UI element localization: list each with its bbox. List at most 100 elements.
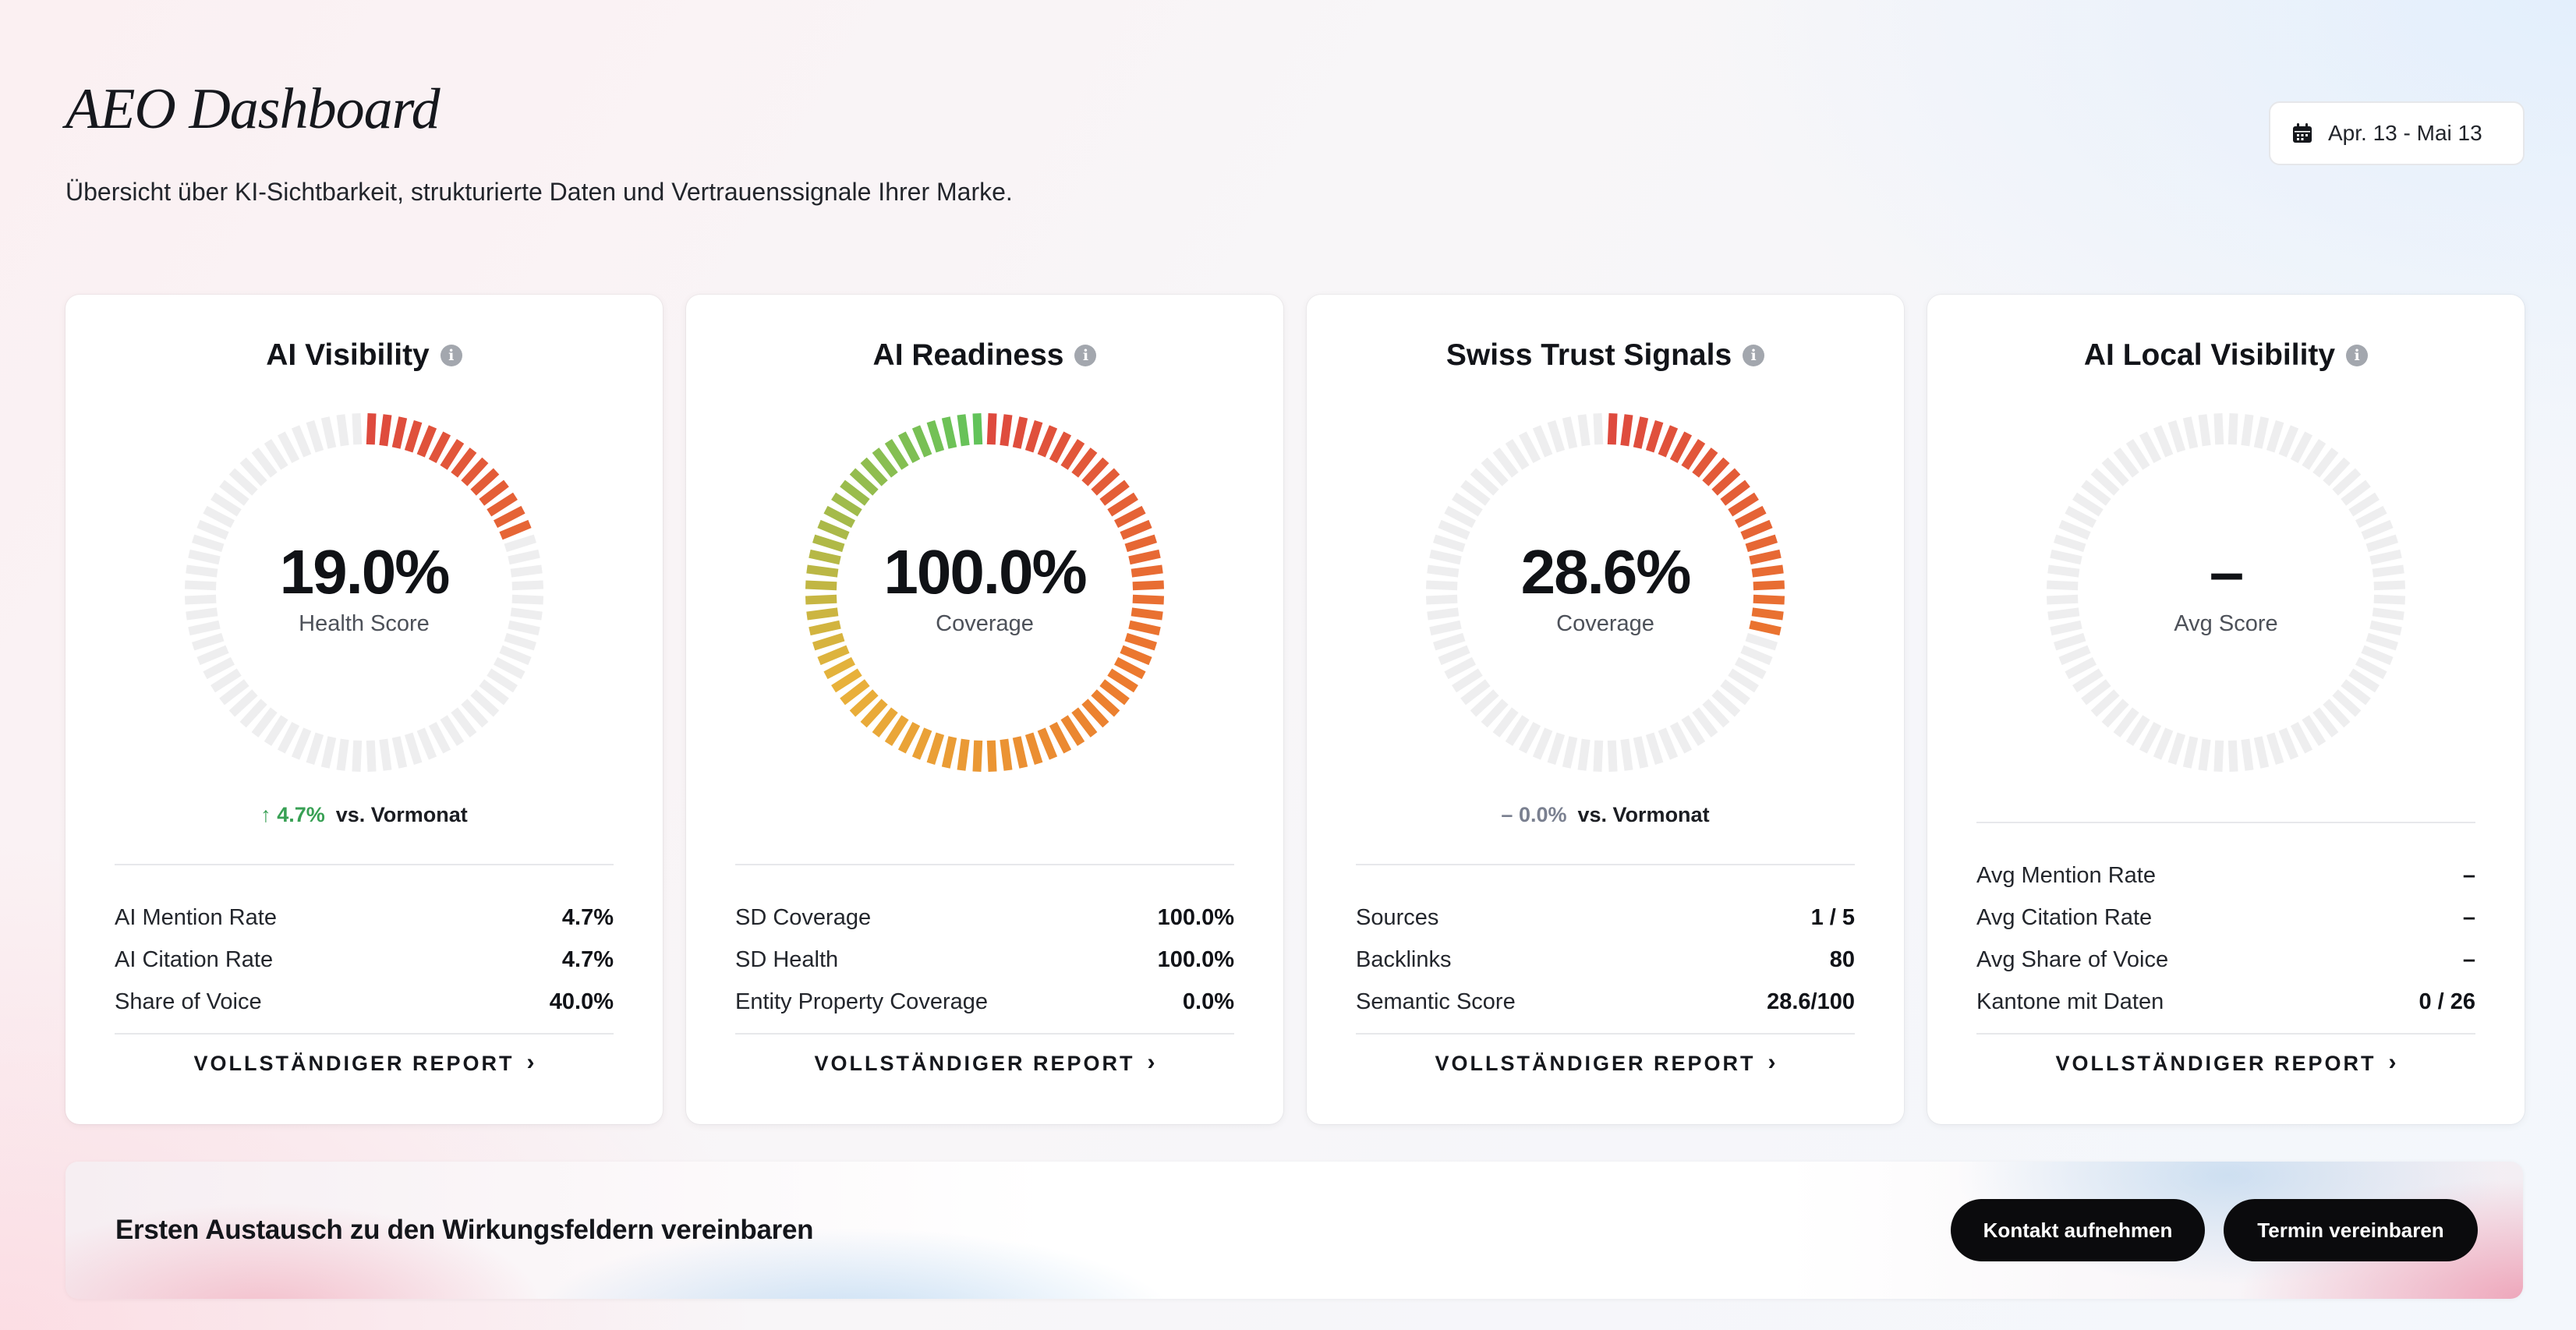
gauge-segment-filled xyxy=(1091,468,1120,496)
gauge-segment-empty xyxy=(1427,607,1460,621)
gauge-segment-empty xyxy=(277,431,300,464)
card-title: Swiss Trust Signals xyxy=(1445,338,1732,372)
metric-value: 0.0% xyxy=(1182,989,1234,1014)
metric-label: Share of Voice xyxy=(115,989,262,1014)
full-report-link[interactable]: VOLLSTÄNDIGER REPORT › xyxy=(65,1049,663,1076)
gauge-segment-filled xyxy=(1720,479,1750,506)
chevron-right-icon: › xyxy=(1147,1049,1155,1075)
gauge-segment-empty xyxy=(2139,431,2162,464)
gauge-segment-empty xyxy=(1681,715,1706,746)
gauge-segment-filled xyxy=(1037,425,1058,458)
gauge-segment-filled xyxy=(379,414,392,447)
metric-label: Avg Citation Rate xyxy=(1976,904,2153,930)
full-report-link[interactable]: VOLLSTÄNDIGER REPORT › xyxy=(1927,1049,2525,1076)
gauge-segment-empty xyxy=(251,447,278,478)
gauge-segment-empty xyxy=(1460,479,1491,506)
gauge-segment-filled xyxy=(1681,439,1706,470)
gauge-segment-empty xyxy=(2046,580,2079,591)
card-title: AI Local Visibility xyxy=(2083,338,2336,372)
gauge-segment-empty xyxy=(2213,412,2224,445)
gauge-segment-filled xyxy=(809,620,841,636)
gauge-segment-empty xyxy=(2053,632,2086,651)
gauge-segment-empty xyxy=(2253,416,2270,449)
gauge-segment-filled xyxy=(972,412,983,445)
gauge-segment-empty xyxy=(1577,738,1591,771)
gauge-segment-empty xyxy=(2332,689,2362,717)
metric-row: Avg Mention Rate – xyxy=(1976,854,2475,897)
gauge-ring xyxy=(2046,412,2406,773)
gauge-segment-filled xyxy=(1049,431,1072,464)
gauge-segment-filled xyxy=(1633,416,1649,449)
gauge-segment-empty xyxy=(1547,732,1566,766)
gauge-segment-filled xyxy=(1749,620,1782,636)
gauge-segment-empty xyxy=(1452,492,1483,517)
gauge-segment-filled xyxy=(823,505,856,529)
gauge-segment-empty xyxy=(264,439,288,470)
gauge-segment-empty xyxy=(2101,457,2129,486)
gauge-segment-empty xyxy=(320,736,337,769)
gauge-segment-filled xyxy=(1060,715,1085,746)
gauge-segment-empty xyxy=(2302,439,2327,470)
gauge-segment-empty xyxy=(2050,549,2082,565)
metric-row: Avg Citation Rate – xyxy=(1976,897,2475,939)
gauge-segment-filled xyxy=(817,519,850,540)
gauge-label: Avg Score xyxy=(2174,610,2278,636)
gauge-segment-empty xyxy=(2365,632,2399,651)
metric-row: Backlinks 80 xyxy=(1356,939,1855,981)
gauge-segment-empty xyxy=(196,645,229,666)
gauge-segment-empty xyxy=(2348,492,2380,517)
metric-value: 40.0% xyxy=(549,989,614,1014)
metric-value: – xyxy=(2462,904,2475,930)
gauge-segment-empty xyxy=(2227,740,2238,773)
gauge-segment-filled xyxy=(1000,414,1013,447)
gauge-segment-empty xyxy=(2312,447,2339,478)
date-range-picker[interactable]: Apr. 13 - Mai 13 xyxy=(2269,101,2525,165)
gauge-segment-empty xyxy=(1425,594,1458,605)
contact-button[interactable]: Kontakt aufnehmen xyxy=(1951,1199,2205,1261)
metric-row: Semantic Score 28.6/100 xyxy=(1356,981,1855,1023)
gauge-segment-filled xyxy=(897,721,921,754)
gauge-segment-empty xyxy=(2355,505,2387,529)
gauge-segment-empty xyxy=(508,549,540,565)
full-report-link[interactable]: VOLLSTÄNDIGER REPORT › xyxy=(686,1049,1283,1076)
info-icon[interactable]: i xyxy=(1743,345,1765,366)
gauge-segment-empty xyxy=(2332,468,2362,496)
gauge-segment-empty xyxy=(493,656,525,680)
gauge-segment-empty xyxy=(2139,721,2162,754)
gauge-segment-filled xyxy=(849,689,879,717)
gauge-segment-empty xyxy=(2227,412,2238,445)
gauge-segment-filled xyxy=(1728,492,1759,517)
metric-value: 1 / 5 xyxy=(1810,904,1855,930)
divider xyxy=(115,864,614,865)
gauge-segment-filled xyxy=(366,412,377,445)
trend-reference: vs. Vormonat xyxy=(335,803,468,826)
schedule-button[interactable]: Termin vereinbaren xyxy=(2224,1199,2478,1261)
gauge-segment-empty xyxy=(1505,439,1530,470)
chevron-right-icon: › xyxy=(526,1049,535,1075)
gauge-segment-filled xyxy=(404,419,423,453)
gauge-segment-empty xyxy=(461,699,489,728)
gauge-segment-empty xyxy=(1481,699,1509,728)
info-icon[interactable]: i xyxy=(1074,345,1097,366)
gauge-segment-empty xyxy=(1470,468,1499,496)
info-icon[interactable]: i xyxy=(2346,345,2369,366)
gauge-segment-empty xyxy=(2372,607,2404,621)
metrics-list: SD Coverage 100.0% SD Health 100.0% Enti… xyxy=(735,897,1234,1023)
trend-delta: – 0.0% xyxy=(1501,803,1567,826)
gauge-segment-filled xyxy=(1745,534,1778,553)
gauge-segment-empty xyxy=(499,645,532,666)
gauge-segment-filled xyxy=(1658,425,1679,458)
gauge-segment-empty xyxy=(2153,425,2174,458)
full-report-link[interactable]: VOLLSTÄNDIGER REPORT › xyxy=(1307,1049,1904,1076)
gauge-segment-empty xyxy=(211,492,242,517)
gauge-segment-empty xyxy=(1620,738,1633,771)
info-icon[interactable]: i xyxy=(440,345,462,366)
gauge-segment-empty xyxy=(1492,447,1519,478)
gauge-segment-empty xyxy=(1432,632,1466,651)
gauge-segment-empty xyxy=(2341,679,2371,706)
gauge-segment-empty xyxy=(2312,707,2339,738)
gauge-segment-filled xyxy=(884,439,909,470)
divider xyxy=(735,1033,1234,1035)
gauge-segment-empty xyxy=(2361,645,2394,666)
gauge-segment-empty xyxy=(239,457,267,486)
